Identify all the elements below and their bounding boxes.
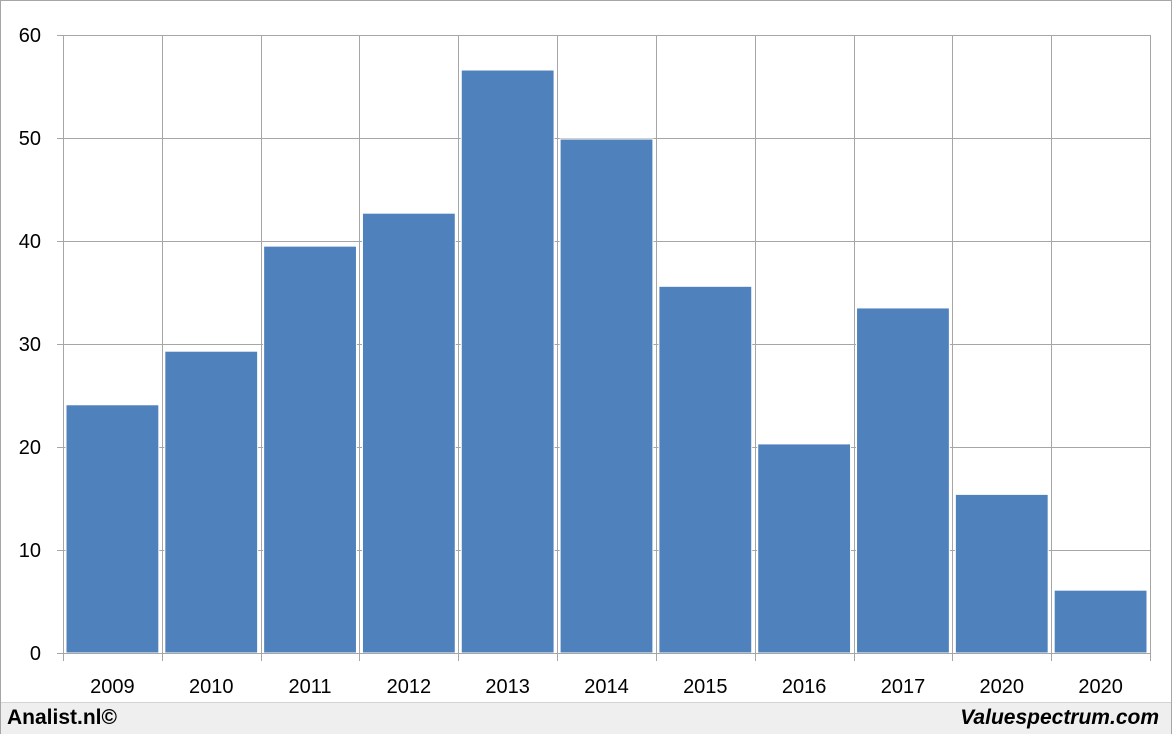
bar-2020-9 [954,493,1049,654]
y-tick-label: 0 [30,643,41,665]
bar-2010-1 [164,350,259,654]
bars [65,69,1148,654]
bar-2020-10 [1053,589,1148,654]
bar-2013-4 [460,69,555,654]
bar-2014-5 [559,138,654,654]
x-tick-label: 2020 [1078,676,1123,698]
x-tick-label: 2016 [782,676,827,698]
valuespectrum-credit: Valuespectrum.com [960,706,1159,729]
x-tick-label: 2010 [189,676,234,698]
y-tick-label: 30 [19,334,41,356]
bar-2012-3 [361,212,456,654]
y-tick-label: 50 [19,128,41,150]
tick-labels: 0 10 20 30 40 50 60 2009 2010 2011 2012 2013 2014 201… [19,25,1123,698]
bar-2009-0 [65,404,160,654]
y-tick-label: 20 [19,437,41,459]
y-tick-label: 10 [19,540,41,562]
bar-2011-2 [263,245,357,654]
analist-credit: Analist.nl© [7,706,117,729]
y-tick-label: 40 [19,231,41,253]
x-tick-label: 2009 [90,676,135,698]
x-tick-label: 2012 [387,676,432,698]
bar-2015-6 [658,285,753,654]
x-tick-label: 2017 [881,676,926,698]
x-tick-label: 2014 [584,676,629,698]
x-tick-label: 2020 [980,676,1025,698]
bar-2017-8 [856,307,950,654]
x-tick-label: 2011 [289,676,332,698]
y-tick-label: 60 [19,25,41,47]
gridlines [63,35,1151,661]
x-tick-label: 2015 [683,676,728,698]
axes [57,35,1150,654]
bar-chart: 0 10 20 30 40 50 60 2009 2010 2011 2012 2013 2014 201… [19,25,1151,698]
bar-2016-7 [757,443,852,654]
footer-bar [1,702,1171,734]
x-tick-label: 2013 [485,676,530,698]
